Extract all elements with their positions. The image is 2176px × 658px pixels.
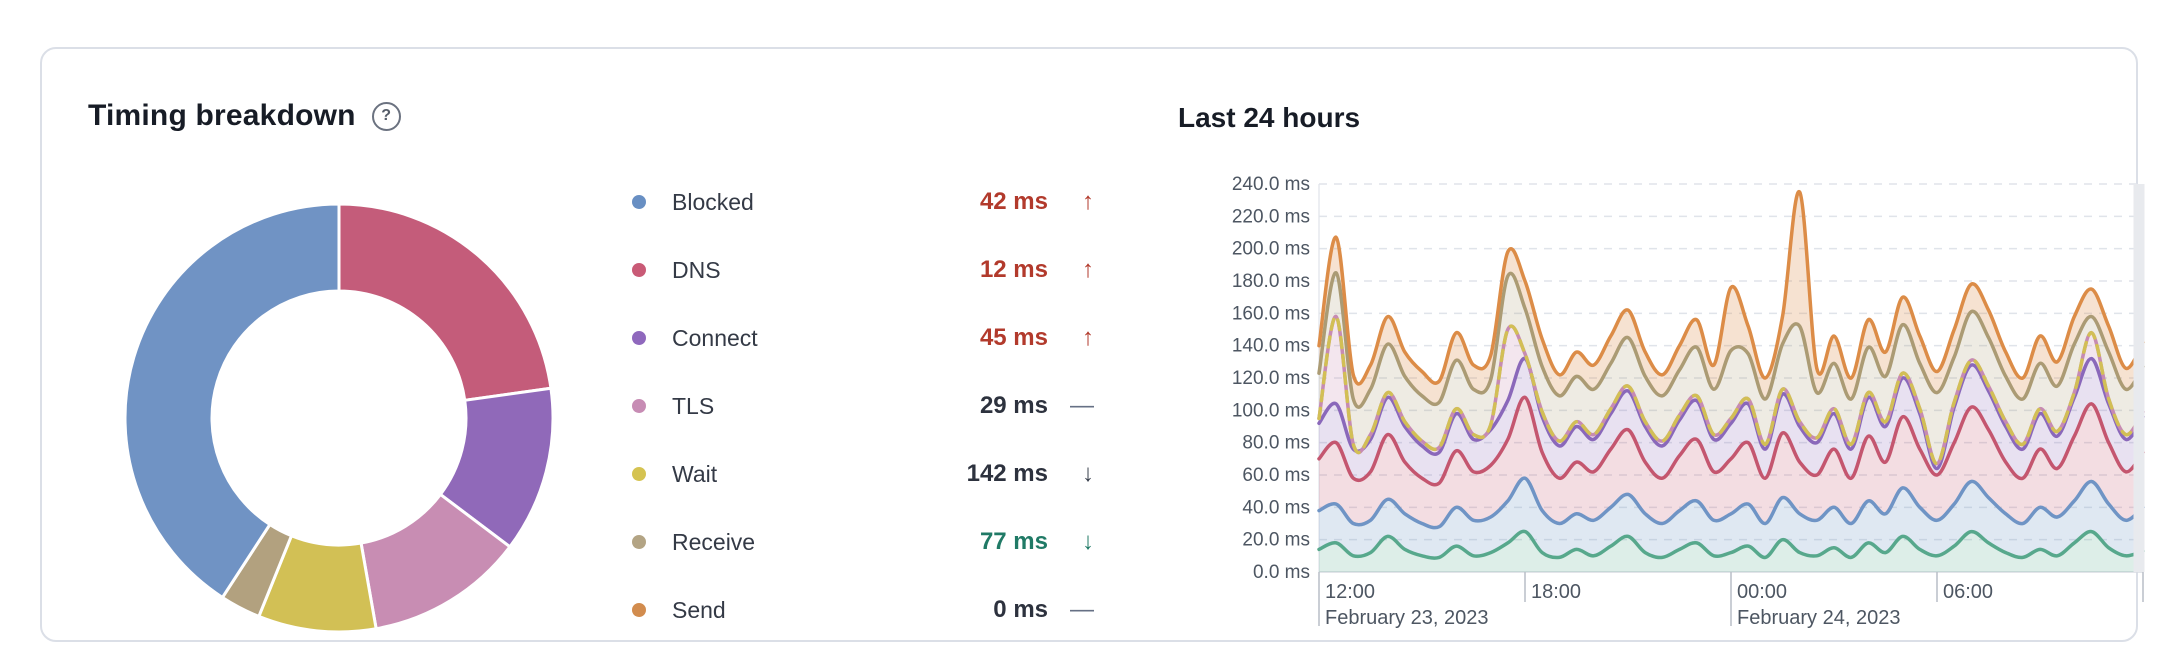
svg-text:140.0 ms: 140.0 ms bbox=[1232, 336, 1310, 357]
trend-down-icon: ↓ bbox=[1082, 460, 1094, 487]
legend-label: Connect bbox=[672, 324, 758, 351]
timing-legend: Blocked 42 ms ↑ DNS 12 ms ↑ Connect 45 m… bbox=[632, 168, 1094, 644]
legend-row-tls: TLS 29 ms — bbox=[632, 372, 1094, 440]
svg-text:18:00: 18:00 bbox=[1531, 581, 1581, 603]
legend-label: DNS bbox=[672, 256, 721, 283]
legend-row-wait: Wait 142 ms ↓ bbox=[632, 440, 1094, 508]
area-chart-svg: 0.0 ms 20.0 ms 40.0 ms 60.0 ms 80.0 ms 100.0 … bbox=[1232, 174, 2145, 629]
trend-up-icon: ↑ bbox=[1082, 188, 1094, 215]
tls-dot bbox=[632, 399, 646, 413]
svg-text:80.0 ms: 80.0 ms bbox=[1242, 433, 1310, 454]
legend-value: 142 ms bbox=[966, 460, 1048, 487]
svg-text:60.0 ms: 60.0 ms bbox=[1242, 465, 1310, 486]
svg-text:0.0 ms: 0.0 ms bbox=[1253, 562, 1310, 583]
svg-text:100.0 ms: 100.0 ms bbox=[1232, 400, 1310, 421]
svg-text:200.0 ms: 200.0 ms bbox=[1232, 239, 1310, 260]
timing-panel: Timing breakdown ? Blocked 42 ms ↑ DNS 1… bbox=[40, 47, 2145, 644]
connect-dot bbox=[632, 331, 646, 345]
help-icon[interactable]: ? bbox=[371, 101, 401, 131]
svg-text:06:00: 06:00 bbox=[1943, 581, 1993, 603]
legend-label: Blocked bbox=[672, 188, 754, 215]
legend-label: Receive bbox=[672, 528, 756, 555]
trend-flat-icon: — bbox=[1070, 596, 1094, 623]
blocked-dot bbox=[632, 195, 646, 209]
legend-value: 45 ms bbox=[979, 324, 1048, 351]
response-time-chart[interactable]: 0.0 ms 20.0 ms 40.0 ms 60.0 ms 80.0 ms 100.0 … bbox=[1197, 171, 2176, 651]
legend-value: 29 ms bbox=[979, 392, 1048, 419]
legend-label: Send bbox=[672, 596, 726, 623]
legend-row-receive: Receive 77 ms ↓ bbox=[632, 508, 1094, 576]
svg-text:February 24, 2023: February 24, 2023 bbox=[1737, 607, 1900, 629]
svg-text:240.0 ms: 240.0 ms bbox=[1232, 174, 1310, 195]
legend-label: Wait bbox=[672, 460, 718, 487]
panel-header: Timing breakdown ? bbox=[88, 99, 401, 133]
legend-value: 12 ms bbox=[979, 256, 1048, 283]
timing-donut-chart[interactable] bbox=[122, 201, 556, 640]
svg-text:180.0 ms: 180.0 ms bbox=[1232, 271, 1310, 292]
legend-value: 42 ms bbox=[979, 188, 1048, 215]
donut-svg bbox=[123, 202, 555, 634]
svg-text:40.0 ms: 40.0 ms bbox=[1242, 497, 1310, 518]
trend-down-icon: ↓ bbox=[1082, 528, 1094, 555]
legend-row-blocked: Blocked 42 ms ↑ bbox=[632, 168, 1094, 236]
trend-up-icon: ↑ bbox=[1082, 256, 1094, 283]
trend-flat-icon: — bbox=[1070, 392, 1094, 419]
dns-dot bbox=[632, 263, 646, 277]
legend-value: 0 ms bbox=[993, 596, 1048, 623]
legend-value: 77 ms bbox=[979, 528, 1048, 555]
send-dot bbox=[632, 603, 646, 617]
legend-row-send: Send 0 ms — bbox=[632, 576, 1094, 644]
svg-text:February 23, 2023: February 23, 2023 bbox=[1325, 607, 1488, 629]
panel-title: Timing breakdown bbox=[88, 99, 356, 132]
chart-title: Last 24 hours bbox=[1178, 102, 1361, 133]
legend-row-dns: DNS 12 ms ↑ bbox=[632, 236, 1094, 304]
svg-text:12:00: 12:00 bbox=[1325, 581, 1375, 603]
wait-dot bbox=[632, 467, 646, 481]
svg-text:220.0 ms: 220.0 ms bbox=[1232, 206, 1310, 227]
legend-label: TLS bbox=[672, 392, 715, 419]
svg-text:20.0 ms: 20.0 ms bbox=[1242, 530, 1310, 551]
legend-row-connect: Connect 45 ms ↑ bbox=[632, 304, 1094, 372]
receive-dot bbox=[632, 535, 646, 549]
svg-text:160.0 ms: 160.0 ms bbox=[1232, 303, 1310, 324]
svg-text:120.0 ms: 120.0 ms bbox=[1232, 368, 1310, 389]
trend-up-icon: ↑ bbox=[1082, 324, 1094, 351]
svg-text:00:00: 00:00 bbox=[1737, 581, 1787, 603]
